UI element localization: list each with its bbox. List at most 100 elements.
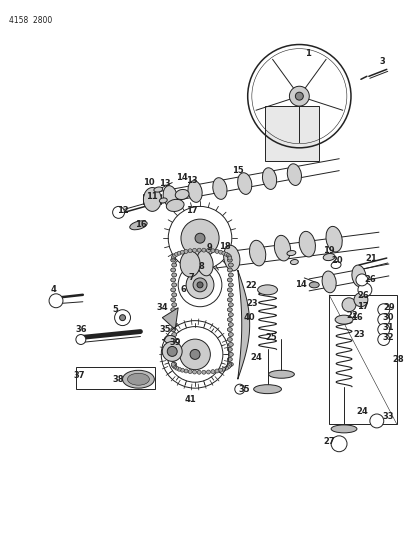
Circle shape [113, 206, 124, 219]
Circle shape [331, 436, 347, 452]
Ellipse shape [163, 185, 177, 207]
Ellipse shape [172, 303, 177, 306]
Ellipse shape [171, 348, 176, 351]
Text: 29: 29 [383, 303, 395, 312]
Ellipse shape [227, 288, 232, 292]
Ellipse shape [219, 250, 223, 254]
Circle shape [289, 86, 309, 106]
Ellipse shape [331, 262, 341, 269]
Ellipse shape [175, 366, 179, 370]
Polygon shape [162, 308, 178, 329]
Text: 4158  2800: 4158 2800 [9, 15, 53, 25]
Circle shape [295, 92, 303, 100]
Text: 23: 23 [247, 299, 259, 308]
Bar [329, 295, 397, 424]
Text: 24: 24 [356, 407, 368, 416]
Ellipse shape [227, 268, 232, 272]
Ellipse shape [172, 293, 177, 297]
Ellipse shape [228, 362, 232, 366]
Text: 14: 14 [176, 173, 188, 182]
Ellipse shape [160, 198, 167, 203]
Ellipse shape [130, 221, 147, 230]
Ellipse shape [227, 255, 231, 259]
Text: 38: 38 [113, 375, 124, 384]
Circle shape [197, 282, 203, 288]
Ellipse shape [228, 333, 233, 336]
Ellipse shape [206, 370, 211, 374]
Text: 21: 21 [365, 254, 377, 263]
Ellipse shape [172, 273, 177, 277]
Ellipse shape [227, 318, 232, 321]
Ellipse shape [184, 369, 188, 373]
Circle shape [356, 274, 368, 286]
Ellipse shape [202, 370, 206, 374]
Circle shape [120, 314, 126, 321]
Ellipse shape [228, 322, 233, 327]
Ellipse shape [211, 369, 215, 374]
Text: 17: 17 [357, 302, 369, 311]
Ellipse shape [171, 308, 176, 312]
Ellipse shape [228, 313, 233, 317]
Ellipse shape [215, 249, 219, 253]
Ellipse shape [254, 385, 282, 394]
Ellipse shape [227, 337, 232, 342]
Ellipse shape [224, 252, 228, 256]
Text: 27: 27 [323, 437, 335, 446]
Ellipse shape [197, 250, 213, 276]
Ellipse shape [128, 373, 149, 385]
Ellipse shape [173, 365, 177, 369]
Ellipse shape [171, 328, 176, 332]
Text: 13: 13 [186, 176, 198, 185]
Ellipse shape [274, 236, 290, 261]
Text: 24: 24 [251, 353, 262, 362]
Circle shape [180, 339, 211, 370]
Text: 20: 20 [331, 255, 343, 264]
Ellipse shape [335, 315, 353, 324]
Ellipse shape [154, 187, 163, 192]
Circle shape [342, 298, 356, 312]
Text: 4: 4 [50, 285, 56, 294]
Text: 34: 34 [157, 303, 168, 312]
Text: 5: 5 [113, 305, 119, 314]
Text: 12: 12 [117, 206, 129, 215]
Text: 31: 31 [383, 323, 395, 332]
Ellipse shape [222, 367, 226, 371]
Circle shape [378, 324, 390, 336]
Ellipse shape [171, 288, 176, 292]
Ellipse shape [262, 168, 277, 189]
Ellipse shape [171, 337, 176, 342]
Ellipse shape [228, 362, 233, 366]
Text: 11: 11 [146, 192, 158, 201]
Ellipse shape [227, 358, 232, 361]
Ellipse shape [228, 263, 233, 267]
Ellipse shape [228, 283, 233, 287]
Ellipse shape [227, 308, 232, 312]
Ellipse shape [219, 368, 223, 372]
Text: 22: 22 [346, 311, 358, 320]
Ellipse shape [172, 313, 177, 317]
Ellipse shape [227, 348, 232, 351]
Ellipse shape [188, 249, 192, 253]
Circle shape [167, 346, 177, 357]
Ellipse shape [122, 370, 154, 388]
Ellipse shape [188, 181, 202, 203]
Circle shape [49, 294, 63, 308]
Ellipse shape [228, 256, 232, 260]
Ellipse shape [172, 263, 177, 267]
Ellipse shape [227, 364, 231, 368]
Text: 37: 37 [73, 371, 84, 379]
Circle shape [186, 271, 214, 299]
Ellipse shape [257, 285, 277, 295]
Ellipse shape [180, 250, 184, 254]
Text: 22: 22 [246, 281, 257, 290]
Circle shape [235, 384, 245, 394]
Text: 16: 16 [135, 220, 146, 229]
Text: 9: 9 [207, 243, 213, 252]
Ellipse shape [172, 343, 177, 346]
Ellipse shape [299, 231, 315, 257]
Circle shape [195, 233, 205, 243]
Polygon shape [238, 270, 250, 379]
Ellipse shape [206, 248, 211, 252]
Ellipse shape [171, 278, 176, 282]
Ellipse shape [228, 273, 233, 277]
